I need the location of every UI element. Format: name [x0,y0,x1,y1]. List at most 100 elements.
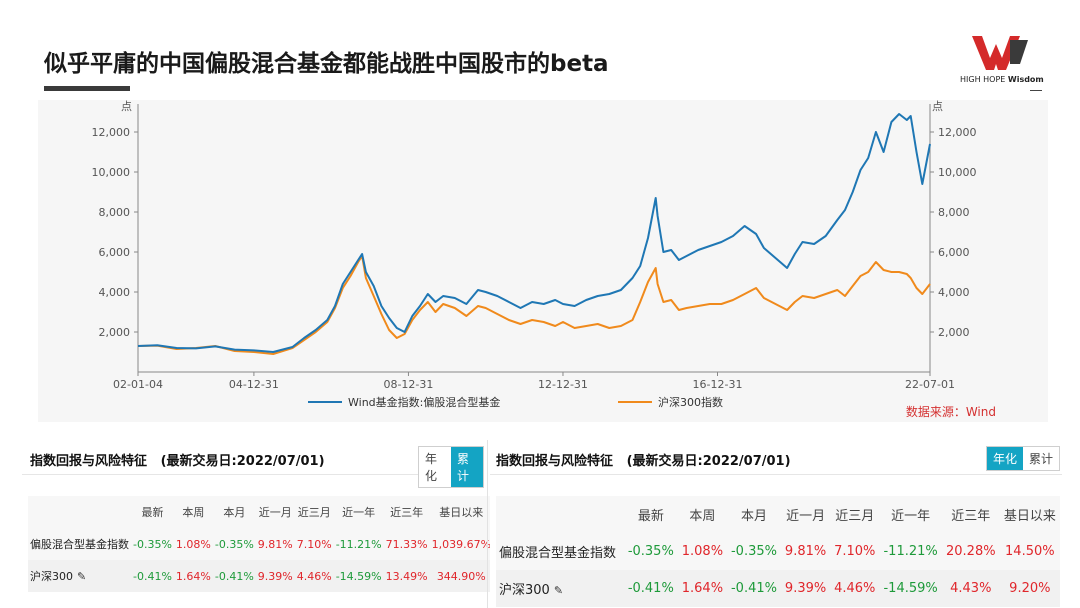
column-header: 最新 [141,506,164,519]
edit-pencil-icon[interactable]: ✎ [553,584,564,597]
period-toggle[interactable]: 年化 累计 [986,446,1061,471]
table-cell: 9.39% [781,570,831,607]
y-tick-label-left: 2,000 [99,326,131,339]
table-cell: 9.81% [257,537,293,551]
table-cell: 1,039.67% [431,537,492,551]
column-header: 本月 [740,509,767,524]
y-tick-label-right: 6,000 [938,246,970,259]
table-cell: 344.90% [429,560,494,592]
column-header: 近三年 [951,509,991,524]
y-unit-left: 点 [121,100,132,113]
high-hope-logo [972,36,1028,70]
table-cell: -0.41% [623,570,678,607]
table-row: 沪深300 ✎ -0.41% 1.64% -0.41% 9.39% 4.46% -14.59%… [496,570,1060,607]
returns-panel-annualized: 指数回报与风险特征 (最新交易日:2022/07/01) 年化 累计 最新 本周 本… [490,440,1062,608]
row-name: 偏股混合型基金指数 [496,533,624,570]
table-cell: -0.35% [214,537,254,551]
x-tick-label: 12-12-31 [538,378,588,391]
table-cell: 4.46% [830,570,880,607]
column-header [496,496,624,533]
title-underline [44,86,130,91]
returns-table: 最新 本周 本月 近一月 近三月 近一年 近三年 基日以来 偏股混合型基金指数 -0.35% 1.0… [496,496,1060,607]
y-unit-right: 点 [932,100,943,113]
table-cell: 9.39% [255,560,295,592]
x-tick-label: 08-12-31 [383,378,433,391]
table-cell: 7.10% [296,537,332,551]
table-cell: -11.21% [335,537,382,551]
panel-divider [487,440,488,608]
table-header-row: 最新 本周 本月 近一月 近三月 近一年 近三年 基日以来 [28,496,493,528]
table-row: 偏股混合型基金指数 -0.35% 1.08% -0.35% 9.81% 7.10% -11.… [28,528,493,560]
row-name: 偏股混合型基金指数 [28,528,131,560]
returns-panel-cumulative: 指数回报与风险特征 (最新交易日:2022/07/01) 年化 累计 最新 本周 本… [22,440,494,608]
table-cell: -0.35% [133,537,172,551]
edit-pencil-icon[interactable]: ✎ [77,570,87,583]
table-cell: 1.64% [173,560,213,592]
source-note: 数据来源：Wind [906,404,996,419]
table-row: 偏股混合型基金指数 -0.35% 1.08% -0.35% 9.81% 7.10% -11.… [496,533,1060,570]
column-header: 基日以来 [1003,509,1056,524]
table-cell: 4.46% [294,560,334,592]
y-tick-label-left: 8,000 [99,206,131,219]
column-header: 近三月 [297,506,331,519]
returns-table: 最新 本周 本月 近一月 近三月 近一年 近三年 基日以来 偏股混合型基金指数 -0.35% 1.0… [28,496,494,592]
table-cell: -0.41% [212,560,256,592]
panel-title: 指数回报与风险特征 (最新交易日:2022/07/01) [30,454,325,469]
table-cell: 13.49% [383,560,430,592]
panel-title: 指数回报与风险特征 (最新交易日:2022/07/01) [496,454,791,469]
column-header: 近一年 [342,506,376,519]
column-header: 近一月 [786,509,826,524]
column-header: 本周 [689,509,716,524]
column-header: 近一年 [891,509,931,524]
panel-header: 指数回报与风险特征 (最新交易日:2022/07/01) 年化 累计 [22,440,484,488]
toggle-cumulative[interactable]: 累计 [1023,447,1060,470]
y-tick-label-left: 4,000 [99,286,131,299]
toggle-annualized[interactable]: 年化 [419,447,451,487]
table-cell: 20.28% [946,544,996,559]
table-cell: -14.59% [333,560,384,592]
row-name-text: 偏股混合型基金指数 [30,538,129,551]
table-row: 沪深300 ✎ -0.41% 1.64% -0.41% 9.39% 4.46% -14.59%… [28,560,494,592]
legend-item: 沪深300指数 [618,395,723,409]
y-tick-label-right: 2,000 [938,326,970,339]
toggle-cumulative[interactable]: 累计 [451,447,483,487]
legend-label: Wind基金指数:偏股混合型基金 [348,395,500,409]
series-line-fund-index [137,113,931,353]
legend-label: 沪深300指数 [658,395,723,409]
period-toggle[interactable]: 年化 累计 [418,446,484,488]
row-name-text: 沪深300 [499,583,550,598]
table-cell: 9.20% [999,570,1060,607]
column-header: 近三年 [390,506,424,519]
table-cell: 1.08% [681,544,724,559]
table-cell: -0.35% [730,544,777,559]
table-cell: 71.33% [385,537,428,551]
column-header: 本周 [182,506,205,519]
table-cell: -0.35% [627,544,674,559]
y-tick-label-right: 12,000 [938,126,977,139]
legend-item: Wind基金指数:偏股混合型基金 [308,395,500,409]
table-header-row: 最新 本周 本月 近一月 近三月 近一年 近三年 基日以来 [496,496,1060,533]
column-header: 近三月 [835,509,875,524]
row-name: 沪深300 ✎ [28,560,131,592]
toggle-annualized[interactable]: 年化 [987,447,1024,470]
y-tick-label-right: 8,000 [938,206,970,219]
column-header [28,496,131,528]
logo-text: HIGH HOPE Wisdom [960,75,1044,84]
table-cell: 1.64% [677,570,727,607]
slide-title: 似乎平庸的中国偏股混合基金都能战胜中国股市的beta [44,51,609,77]
table-cell: 14.50% [1005,544,1055,559]
row-name-text: 沪深300 [30,570,73,583]
y-tick-label-left: 10,000 [92,166,131,179]
x-tick-label: 04-12-31 [229,378,279,391]
table-cell: -11.21% [883,544,938,559]
table-cell: 1.08% [175,537,211,551]
table-cell: -0.41% [726,570,781,607]
row-name: 沪深300 ✎ [496,570,624,607]
row-name-text: 偏股混合型基金指数 [499,546,617,561]
series-line-csi300 [137,255,931,355]
y-tick-label-left: 12,000 [92,126,131,139]
column-header: 近一月 [258,506,292,519]
y-tick-label-right: 10,000 [938,166,977,179]
y-tick-label-right: 4,000 [938,286,970,299]
table-cell: 4.43% [941,570,1000,607]
